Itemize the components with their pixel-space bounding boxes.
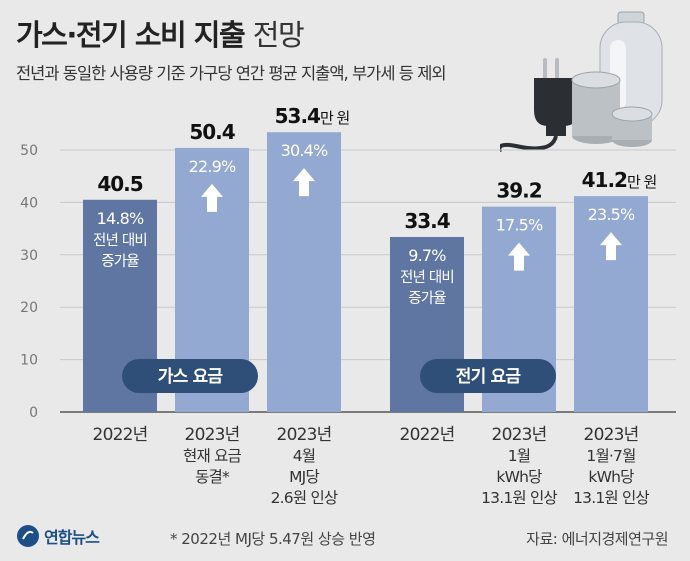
logo-text: 연합뉴스 xyxy=(44,528,100,547)
up-arrow-icon xyxy=(293,168,315,197)
title-main: 가스·전기 소비 지출 xyxy=(16,18,246,52)
bar-inner-label: 22.9% xyxy=(189,157,236,176)
bar-inner-label: 23.5% xyxy=(588,205,635,224)
power-plug-icon xyxy=(500,58,578,152)
category-label: 13.1원 인상 xyxy=(481,489,557,507)
value-label: 40.5 xyxy=(97,172,142,196)
category-label: 1월 xyxy=(508,447,531,465)
up-arrow-icon xyxy=(600,232,622,261)
group-label: 가스 요금 xyxy=(158,367,224,387)
value-label: 39.2 xyxy=(496,179,541,203)
bar-inner-label: 17.5% xyxy=(496,216,543,235)
value-unit: 만 원 xyxy=(627,173,657,191)
y-tick-label: 40 xyxy=(20,195,38,211)
title-suffix: 전망 xyxy=(252,18,305,52)
group-pill xyxy=(122,359,258,393)
y-tick-label: 0 xyxy=(29,405,38,421)
bar-inner-label: 전년 대비 xyxy=(400,269,454,286)
y-tick-label: 50 xyxy=(20,143,38,159)
category-label: 2023년 xyxy=(277,425,332,445)
bar-inner-label: 14.8% xyxy=(97,209,144,228)
group-pill xyxy=(420,359,556,393)
bar-inner-label: 전년 대비 xyxy=(93,232,147,249)
category-label: 13.1원 인상 xyxy=(573,489,649,507)
yonhap-logo: 연합뉴스 xyxy=(16,524,100,548)
chart-subtitle: 전년과 동일한 사용량 기준 가구당 연간 평균 지출액, 부가세 등 제외 xyxy=(16,64,447,83)
value-label: 33.4 xyxy=(404,209,449,233)
up-arrow-icon xyxy=(201,183,223,212)
chart-title: 가스·전기 소비 지출 전망 xyxy=(16,12,305,54)
yonhap-logo-icon xyxy=(17,525,39,547)
category-label: 2023년 xyxy=(584,425,639,445)
footnote: * 2022년 MJ당 5.47원 상승 반영 xyxy=(170,530,376,548)
value-unit: 만 원 xyxy=(320,109,350,127)
coin-stack-icon xyxy=(571,71,653,147)
y-tick-label: 10 xyxy=(20,353,38,369)
category-label: 2022년 xyxy=(400,425,455,445)
y-tick-label: 20 xyxy=(20,300,38,316)
decor-illustration xyxy=(500,11,663,152)
up-arrow-icon xyxy=(508,242,530,271)
category-label: 2022년 xyxy=(93,425,148,445)
group-label: 전기 요금 xyxy=(456,367,522,387)
bar-inner-label: 증가율 xyxy=(101,253,139,270)
category-label: 1월·7월 xyxy=(586,447,635,465)
source-note: 자료: 에너지경제연구원 xyxy=(526,530,668,548)
bar-inner-label: 9.7% xyxy=(408,246,446,265)
category-label: kWh당 xyxy=(496,468,542,486)
category-label: MJ당 xyxy=(289,468,319,486)
category-label: 2023년 xyxy=(492,425,547,445)
value-label: 53.4만 원 xyxy=(275,104,350,128)
value-label: 50.4 xyxy=(189,120,234,144)
value-label: 41.2만 원 xyxy=(582,168,657,192)
category-label: 현재 요금 xyxy=(183,447,242,465)
y-tick-label: 30 xyxy=(20,248,38,264)
category-label: 2023년 xyxy=(185,425,240,445)
category-label: 2.6원 인상 xyxy=(271,489,338,507)
category-label: 동결* xyxy=(195,468,230,486)
category-label: kWh당 xyxy=(588,468,634,486)
bar-inner-label: 30.4% xyxy=(281,141,328,160)
category-label: 4월 xyxy=(293,447,316,465)
bar-inner-label: 증가율 xyxy=(408,290,446,307)
bar xyxy=(574,196,648,412)
